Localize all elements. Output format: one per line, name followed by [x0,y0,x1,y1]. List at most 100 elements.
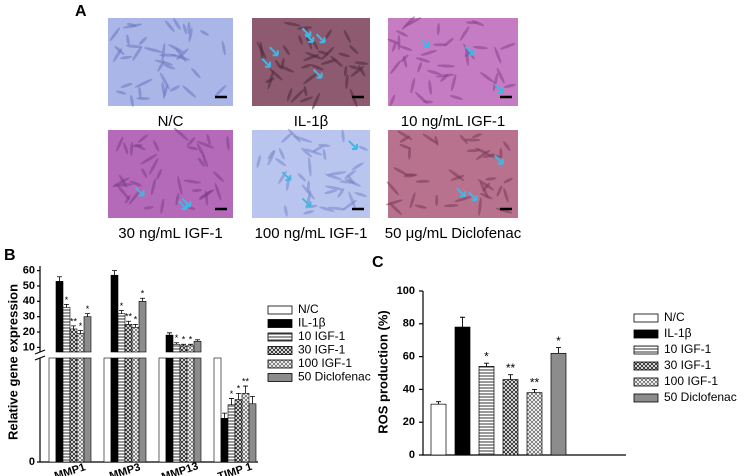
cell [125,44,142,48]
significance: * [182,335,186,345]
cell [202,155,208,168]
x-tick-label: MMP1 [53,461,87,476]
cell [123,142,129,155]
cell [299,96,314,103]
cell [128,189,141,205]
legend-label: N/C [298,302,319,316]
cell [196,141,215,149]
cell [386,181,399,196]
cell [186,146,199,151]
cell [308,157,312,177]
error-bar [119,310,124,314]
cell [169,85,180,92]
cell [389,94,396,107]
bar [172,344,181,353]
axis-break [34,349,46,361]
arrow [261,57,272,68]
significance: * [141,289,145,299]
cell [330,55,343,67]
bar-lower [124,357,133,463]
cell [161,42,166,62]
significance: * [237,384,241,394]
cell [221,40,226,56]
bar [430,403,447,456]
cell [345,73,349,90]
cell [200,30,209,36]
cell [138,86,142,99]
cell [464,138,481,142]
bar-lower [179,357,188,463]
bar [213,357,222,463]
cell [348,191,356,209]
cell [150,178,157,196]
cell [303,54,320,61]
cell [164,20,175,32]
arrow [494,154,504,165]
cell [281,132,293,143]
cell [300,64,312,69]
significance: * [484,349,489,363]
legend-swatch [267,346,293,355]
cell [480,72,495,83]
error-bar [236,392,241,400]
cell [156,168,162,180]
bar [55,281,64,353]
cell [275,157,287,167]
cell [494,46,502,64]
significance: ** [506,361,516,375]
cell [120,55,133,60]
cell [399,45,413,51]
error-bar [484,362,489,367]
cell [280,57,285,70]
legend-label: 30 IGF-1 [664,358,712,372]
legend-swatch [633,361,659,371]
x-tick-label: TIMP 1 [216,461,253,476]
error-bar [250,396,255,404]
y-tick-label: 100 [397,285,415,297]
cell [267,70,274,90]
bar [76,333,85,353]
y-tick-label: 80 [403,318,415,330]
cell [389,202,403,216]
cell [287,128,301,143]
bar [117,313,126,353]
cell [303,72,319,85]
cell [312,145,325,153]
significance: * [556,334,561,348]
cell [325,29,332,40]
significance: * [175,333,179,343]
significance: * [230,389,234,399]
cell [197,157,205,167]
cell [196,143,206,159]
bar-lower [138,357,147,463]
legend-label: 50 Diclofenac [664,390,737,404]
bar [83,316,92,353]
arrow [420,38,430,49]
error-bar [222,412,227,419]
cell [129,180,142,187]
cell [214,182,222,201]
error-bar [174,342,179,345]
cell [337,188,345,198]
bar-lower [55,357,64,463]
cell [471,20,485,27]
y-tick-label: 60 [403,351,415,363]
arrow [315,33,326,44]
cell [449,95,463,100]
cell [175,192,180,206]
arrow [494,83,504,94]
cell [206,134,211,145]
cell [137,134,149,143]
bar [158,357,167,463]
arrow [301,197,312,208]
cell [115,90,127,95]
legend-swatch [633,313,659,323]
significance: * [189,335,193,345]
caption: IL-1β [294,113,329,130]
bar-lower [172,357,181,463]
bar-lower [76,357,85,463]
cell [136,97,151,101]
cell [191,67,201,79]
cell [318,206,335,212]
error-bar [243,385,248,394]
